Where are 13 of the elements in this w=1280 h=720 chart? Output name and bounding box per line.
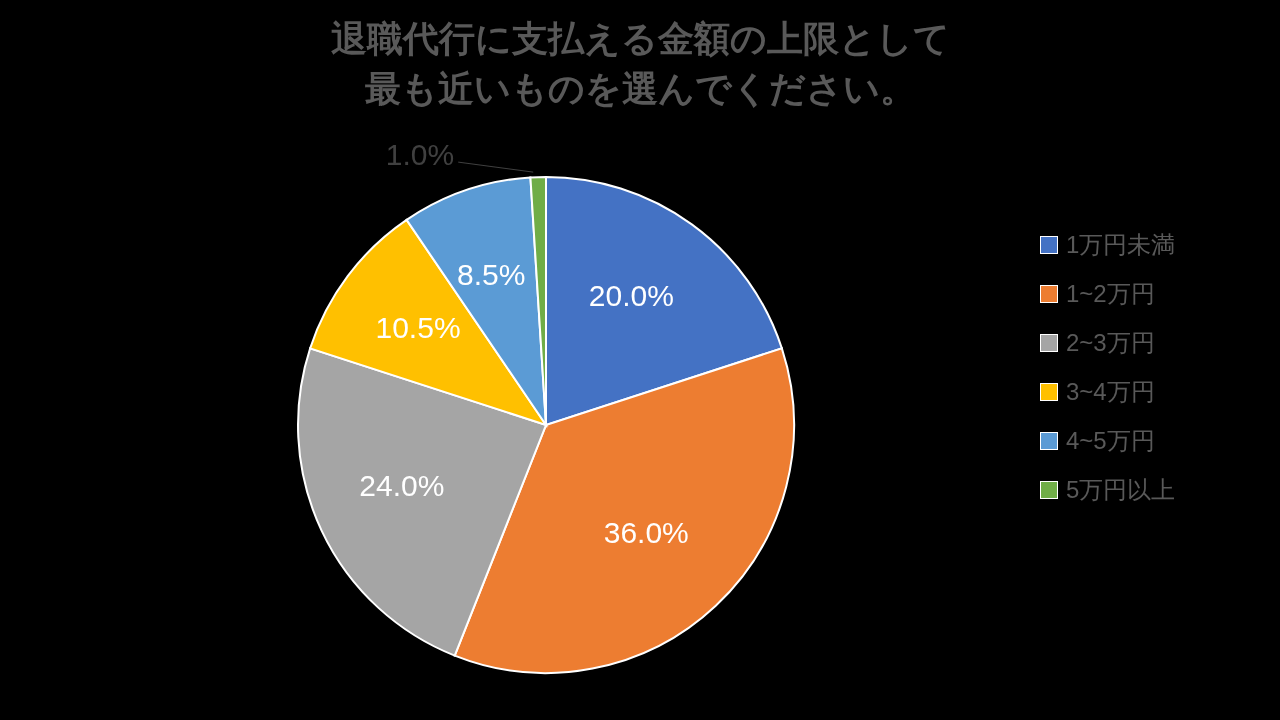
data-label: 1.0%: [385, 137, 455, 171]
legend-label: 1~2万円: [1066, 278, 1155, 309]
data-label: 10.5%: [375, 311, 461, 345]
data-label: 24.0%: [359, 468, 445, 502]
data-label: 36.0%: [603, 515, 689, 549]
legend-label: 1万円未満: [1066, 229, 1176, 260]
data-label: 20.0%: [588, 279, 674, 313]
legend-label: 3~4万円: [1066, 376, 1155, 407]
data-label: 8.5%: [457, 258, 526, 292]
legend-label: 4~5万円: [1066, 425, 1155, 456]
legend-label: 2~3万円: [1066, 327, 1155, 358]
chart-title: 退職代行に支払える金額の上限として最も近いものを選んでください。: [329, 17, 951, 111]
legend-label: 5万円以上: [1066, 474, 1176, 505]
